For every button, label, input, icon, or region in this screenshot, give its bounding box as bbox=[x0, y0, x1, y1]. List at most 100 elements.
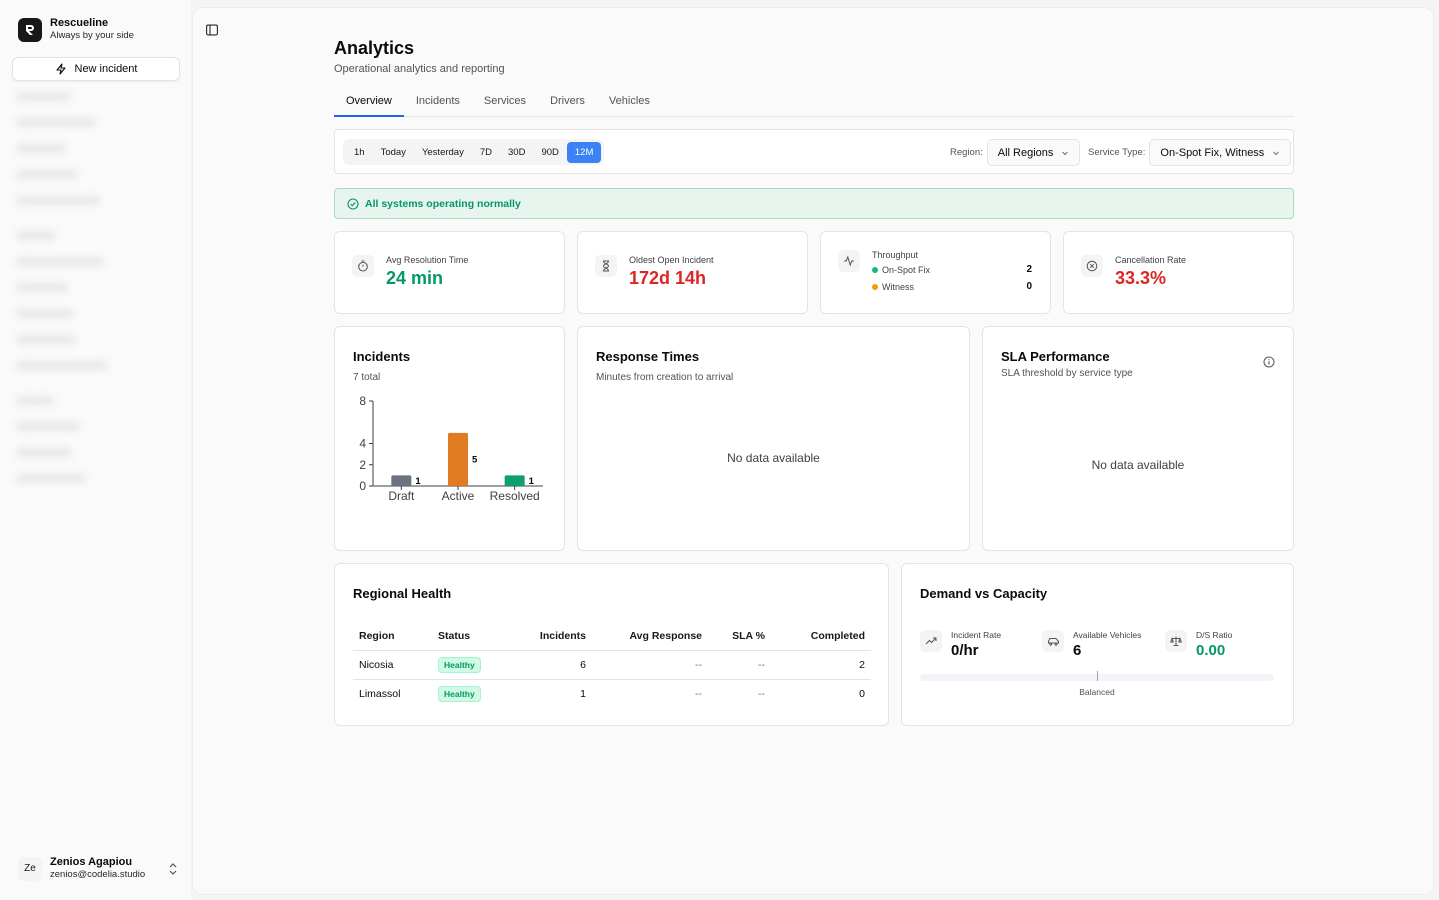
kpi-label: Throughput bbox=[872, 250, 919, 260]
completed-cell: 0 bbox=[859, 687, 865, 700]
kpi-oldest-open-incident: Oldest Open Incident 172d 14h bbox=[577, 231, 808, 314]
time-range-selector: 1h Today Yesterday 7D 30D 90D 12M bbox=[343, 139, 605, 165]
panel-title: Demand vs Capacity bbox=[920, 586, 1048, 601]
range-today[interactable]: Today bbox=[380, 146, 406, 158]
region-cell: Nicosia bbox=[353, 650, 432, 680]
kpi-cancellation-rate: Cancellation Rate 33.3% bbox=[1063, 231, 1294, 314]
column-header[interactable]: Avg Response bbox=[592, 622, 708, 651]
incidents-panel: Incidents 7 total 0 2 4 8 1 Draft 5 Active 1 Reso… bbox=[334, 326, 565, 551]
bar-active bbox=[448, 432, 468, 486]
response-times-panel: Response Times Minutes from creation to … bbox=[577, 326, 970, 551]
car-icon bbox=[1042, 630, 1064, 652]
system-status-text: All systems operating normally bbox=[365, 197, 521, 210]
lightning-icon bbox=[55, 63, 66, 75]
column-header[interactable]: SLA % bbox=[708, 622, 771, 651]
tab-vehicles[interactable]: Vehicles bbox=[608, 95, 650, 107]
panel-title: Response Times bbox=[596, 349, 700, 364]
column-header[interactable]: Status bbox=[432, 622, 512, 651]
table-header-row: Region Status Incidents Avg Response SLA… bbox=[353, 622, 871, 651]
check-circle-icon bbox=[347, 197, 359, 210]
range-90d[interactable]: 90D bbox=[541, 146, 559, 158]
available-vehicles-metric: Available Vehicles 6 bbox=[1042, 630, 1141, 659]
column-header[interactable]: Completed bbox=[771, 622, 871, 651]
service-type-filter: Service Type: On-Spot Fix, Witness bbox=[1088, 139, 1292, 166]
metric-label: Incident Rate bbox=[951, 630, 1002, 640]
kpi-value: 172d 14h bbox=[629, 268, 707, 288]
metric-value: 0.00 bbox=[1196, 642, 1226, 659]
page-subtitle: Operational analytics and reporting bbox=[334, 63, 505, 75]
metric-value: 0/hr bbox=[951, 642, 979, 659]
empty-state: No data available bbox=[727, 451, 820, 465]
data-label: 5 bbox=[472, 454, 478, 465]
tab-bar: Overview Incidents Services Drivers Vehi… bbox=[334, 95, 1294, 117]
sidebar: Rescueline Always by your side New incid… bbox=[0, 0, 191, 900]
panel-subtitle: Minutes from creation to arrival bbox=[596, 372, 734, 383]
region-cell: Limassol bbox=[359, 687, 401, 700]
empty-state: No data available bbox=[1091, 458, 1185, 472]
throughput-row-on-spot-fix: On-Spot Fix 2 bbox=[872, 264, 1032, 275]
metric-label: Available Vehicles bbox=[1073, 630, 1142, 640]
y-tick-label: 2 bbox=[359, 458, 366, 472]
range-yesterday[interactable]: Yesterday bbox=[421, 146, 464, 158]
status-badge: Healthy bbox=[438, 656, 481, 673]
region-filter: Region: All Regions bbox=[950, 139, 1081, 166]
bar-resolved bbox=[504, 475, 525, 486]
brand[interactable]: Rescueline Always by your side bbox=[18, 17, 134, 42]
tab-drivers[interactable]: Drivers bbox=[550, 95, 585, 107]
sla-cell: -- bbox=[758, 687, 765, 700]
blurred-navigation bbox=[8, 92, 116, 522]
x-circle-icon bbox=[1081, 255, 1103, 277]
kpi-throughput: Throughput On-Spot Fix 2 Witness 0 bbox=[820, 231, 1051, 314]
sla-performance-panel: SLA Performance SLA threshold by service… bbox=[982, 326, 1294, 551]
scale-icon bbox=[1165, 630, 1187, 652]
column-header[interactable]: Region bbox=[353, 622, 432, 651]
range-30d[interactable]: 30D bbox=[508, 146, 526, 158]
main-panel: Analytics Operational analytics and repo… bbox=[192, 7, 1434, 895]
new-incident-button[interactable]: New incident bbox=[12, 57, 180, 81]
regional-health-table: Region Status Incidents Avg Response SLA… bbox=[353, 622, 871, 708]
activity-icon bbox=[838, 250, 860, 272]
range-7d[interactable]: 7D bbox=[479, 146, 492, 158]
service-type-select[interactable]: On-Spot Fix, Witness bbox=[1149, 139, 1292, 166]
user-menu[interactable]: Ze Zenios Agapiou zenios@codelia.studio bbox=[18, 856, 178, 881]
service-type-value: On-Spot Fix, Witness bbox=[1160, 146, 1265, 159]
avg-response-cell: -- bbox=[592, 650, 708, 680]
throughput-value: 0 bbox=[1026, 281, 1032, 292]
kpi-value: 33.3% bbox=[1115, 268, 1167, 288]
x-tick-label: Active bbox=[442, 489, 475, 503]
range-12m[interactable]: 12M bbox=[566, 141, 602, 163]
region-select[interactable]: All Regions bbox=[986, 139, 1081, 166]
panel-title: Regional Health bbox=[353, 586, 452, 601]
incidents-cell: 1 bbox=[580, 687, 586, 700]
table-row[interactable]: Limassol Healthy 1 -- -- 0 bbox=[353, 679, 871, 708]
tab-services[interactable]: Services bbox=[483, 95, 527, 107]
range-1h[interactable]: 1h bbox=[354, 146, 365, 158]
system-status-banner: All systems operating normally bbox=[334, 188, 1294, 219]
throughput-name: On-Spot Fix bbox=[882, 264, 931, 275]
sidebar-toggle-icon[interactable] bbox=[206, 24, 218, 36]
page-title: Analytics bbox=[334, 38, 415, 58]
legend-dot bbox=[872, 266, 878, 273]
balance-marker bbox=[1097, 671, 1098, 681]
chevrons-up-down-icon bbox=[169, 862, 177, 875]
kpi-avg-resolution: Avg Resolution Time 24 min bbox=[334, 231, 565, 314]
x-tick-label: Draft bbox=[388, 489, 415, 503]
panel-subtitle: SLA threshold by service type bbox=[1001, 368, 1133, 379]
column-header[interactable]: Incidents bbox=[512, 622, 592, 651]
timer-icon bbox=[352, 255, 374, 277]
panel-title: SLA Performance bbox=[1001, 349, 1110, 364]
table-row[interactable]: Nicosia Healthy 6 -- -- 2 bbox=[353, 650, 871, 680]
tab-overview[interactable]: Overview bbox=[334, 95, 404, 117]
tab-incidents[interactable]: Incidents bbox=[415, 95, 460, 107]
trending-up-icon bbox=[920, 630, 942, 652]
info-icon[interactable] bbox=[1263, 356, 1275, 368]
chevron-down-icon bbox=[1062, 151, 1069, 155]
y-tick-label: 8 bbox=[359, 395, 366, 408]
brand-logo-icon bbox=[18, 17, 42, 42]
throughput-row-witness: Witness 0 bbox=[872, 281, 1032, 292]
chevron-down-icon bbox=[1273, 151, 1280, 155]
status-cell: Healthy bbox=[432, 650, 512, 680]
brand-tagline: Always by your side bbox=[50, 30, 134, 41]
metric-label: D/S Ratio bbox=[1196, 630, 1233, 640]
